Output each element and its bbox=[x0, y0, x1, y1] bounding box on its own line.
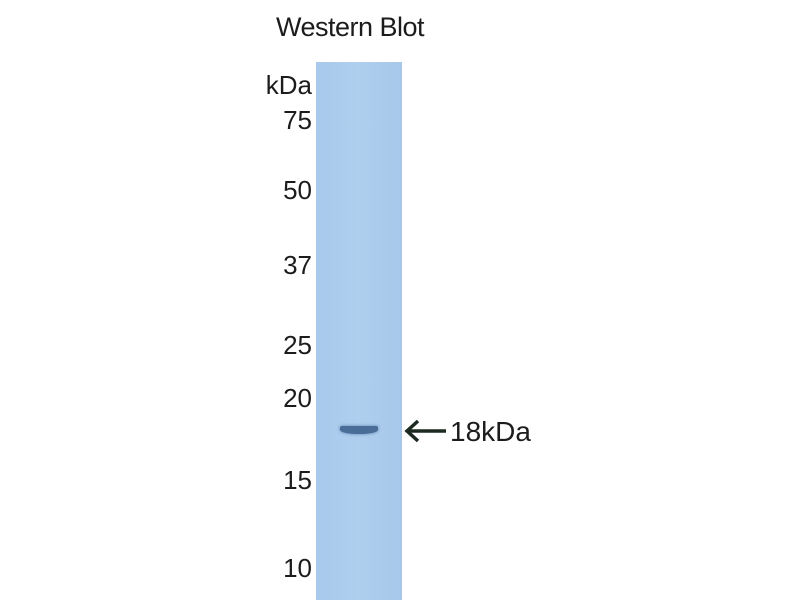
blot-lane bbox=[316, 62, 402, 600]
marker-15: 15 bbox=[283, 465, 312, 495]
band-size-label: 18kDa bbox=[450, 416, 531, 447]
marker-37: 37 bbox=[283, 250, 312, 280]
protein-band bbox=[340, 426, 378, 434]
arrow-left-icon bbox=[404, 419, 446, 443]
blot-title: Western Blot bbox=[276, 12, 425, 42]
marker-75: 75 bbox=[283, 105, 312, 135]
marker-25: 25 bbox=[283, 330, 312, 360]
marker-50: 50 bbox=[283, 175, 312, 205]
unit-label: kDa bbox=[265, 70, 312, 100]
marker-10: 10 bbox=[283, 553, 312, 583]
marker-20: 20 bbox=[283, 383, 312, 413]
